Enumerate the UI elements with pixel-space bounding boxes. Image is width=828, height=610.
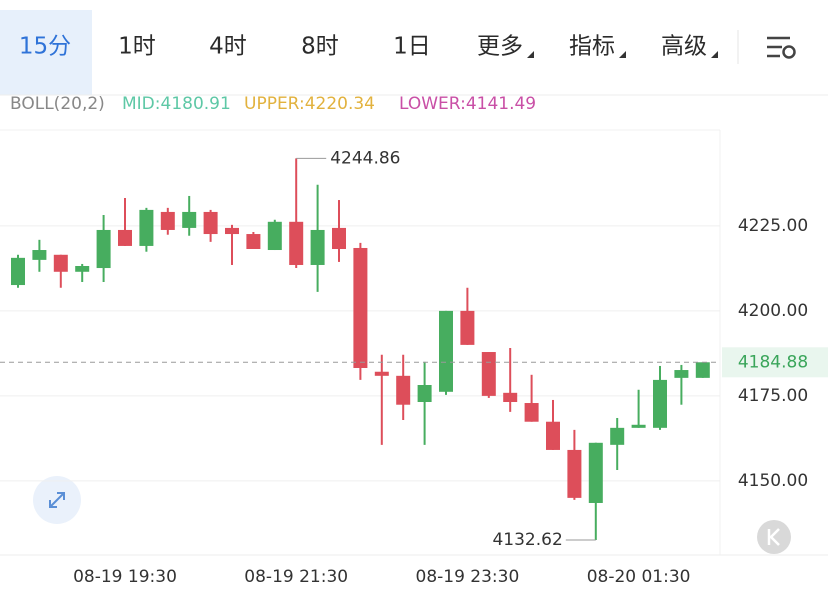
back-to-latest-button[interactable] (757, 520, 791, 554)
candle-body (695, 362, 710, 378)
candle-body (310, 229, 325, 265)
candle-body (439, 310, 453, 392)
candle-body (674, 370, 689, 378)
x-tick-label: 08-19 19:30 (73, 567, 177, 587)
candle-body (225, 227, 239, 235)
candle-body (567, 449, 582, 498)
legend-entry: UPPER:4220.34 (244, 94, 375, 114)
dropdown-caret (527, 51, 534, 58)
y-tick-label: 4150.00 (738, 471, 808, 491)
settings-icon[interactable] (767, 36, 796, 59)
tab[interactable]: 高级 (661, 34, 707, 60)
candle-body (160, 211, 175, 230)
tab[interactable]: 15分 (19, 34, 71, 60)
tab-active-bg (0, 10, 92, 95)
candle-body (503, 392, 518, 402)
y-tick-label: 4200.00 (738, 301, 808, 321)
candle-body (332, 227, 346, 249)
legend-entry: MID:4180.91 (122, 94, 231, 114)
expand-button[interactable] (33, 476, 81, 524)
tab[interactable]: 4时 (209, 34, 247, 60)
candle-body (53, 254, 68, 272)
candle-body (417, 385, 432, 402)
tab[interactable]: 1时 (118, 34, 156, 60)
y-tick-label: 4175.00 (738, 386, 808, 406)
low-label: 4132.62 (492, 530, 562, 550)
indicator-label: BOLL(20,2) (10, 94, 105, 114)
candle-body (546, 421, 560, 450)
candle-body (374, 371, 389, 376)
candle-body (653, 379, 667, 428)
x-tick-label: 08-20 01:30 (587, 567, 691, 587)
legend-entry: LOWER:4141.49 (399, 94, 536, 114)
candle-body (11, 257, 25, 286)
x-tick-label: 08-19 21:30 (244, 567, 348, 587)
candle-body (289, 221, 304, 265)
candle-body (96, 229, 111, 269)
candle-body (481, 352, 496, 396)
dropdown-caret (619, 51, 626, 58)
tab-bar (0, 0, 828, 95)
candle-body (267, 221, 282, 251)
candle-body (631, 424, 646, 428)
x-tick-label: 08-19 23:30 (416, 567, 520, 587)
candle-body (118, 229, 132, 246)
tab[interactable]: 指标 (569, 34, 615, 60)
dropdown-caret (711, 51, 718, 58)
tab[interactable]: 1日 (393, 34, 431, 60)
candle-body (524, 403, 539, 422)
candle-body (203, 211, 218, 235)
candle-body (32, 250, 47, 260)
candle-body (246, 234, 261, 249)
candle-body (75, 266, 90, 272)
tab[interactable]: 8时 (301, 34, 339, 60)
candle-body (460, 310, 475, 345)
candle-body (353, 247, 368, 368)
y-tick-label: 4225.00 (738, 216, 808, 236)
current-price-box (722, 347, 828, 378)
tab[interactable]: 更多 (477, 34, 523, 60)
candle-body (182, 211, 197, 228)
current-price-label: 4184.88 (738, 352, 808, 372)
high-label: 4244.86 (330, 148, 400, 168)
candle-body (139, 209, 154, 246)
candle-body (610, 427, 625, 445)
candle-body (396, 375, 411, 405)
candle-body (588, 442, 603, 503)
